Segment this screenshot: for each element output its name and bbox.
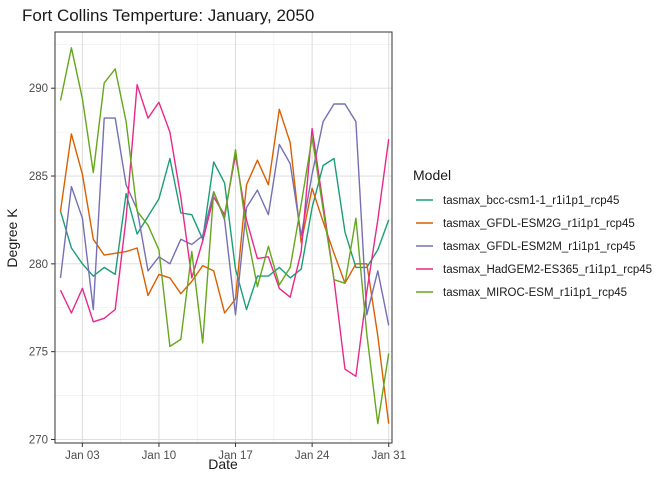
legend: Model tasmax_bcc-csm1-1_r1i1p1_rcp45tasm… — [413, 167, 652, 299]
series-line-tasmax_GFDL-ESM2G_r1i1p1_rcp45 — [59, 108, 390, 424]
chart-title: Fort Collins Temperture: January, 2050 — [22, 6, 314, 25]
series-line-tasmax_GFDL-ESM2M_r1i1p1_rcp45 — [59, 103, 390, 326]
series-lines — [59, 47, 390, 425]
y-axis-title: Degree K — [4, 208, 20, 268]
x-tick-label: Jan 03 — [65, 450, 100, 462]
legend-label: tasmax_bcc-csm1-1_r1i1p1_rcp45 — [443, 195, 619, 207]
x-tick-label: Jan 17 — [218, 450, 253, 462]
legend-items: tasmax_bcc-csm1-1_r1i1p1_rcp45 tasmax_GFD… — [416, 195, 652, 299]
x-tick-label: Jan 10 — [142, 450, 177, 462]
legend-label: tasmax_MIROC-ESM_r1i1p1_rcp45 — [443, 287, 627, 299]
legend-label: tasmax_GFDL-ESM2G_r1i1p1_rcp45 — [443, 218, 635, 230]
x-axis: Jan 03 Jan 10 Jan 17 Jan 24 Jan 31 — [65, 443, 406, 462]
y-axis: 270 275 280 285 290 — [29, 83, 55, 446]
y-tick-label: 270 — [29, 434, 48, 446]
x-axis-title: Date — [208, 456, 238, 472]
series-line-tasmax_HadGEM2-ES365_r1i1p1_rcp45 — [59, 83, 390, 377]
major-gridlines — [55, 32, 392, 443]
y-tick-label: 290 — [29, 83, 48, 95]
x-tick-label: Jan 31 — [371, 450, 406, 462]
y-tick-label: 280 — [29, 259, 48, 271]
series-line-tasmax_bcc-csm1-1_r1i1p1_rcp45 — [59, 157, 390, 311]
legend-label: tasmax_HadGEM2-ES365_r1i1p1_rcp45 — [443, 264, 652, 276]
y-tick-label: 285 — [29, 171, 48, 183]
minor-gridlines — [55, 32, 392, 443]
plot-panel — [54, 31, 393, 444]
x-tick-label: Jan 24 — [295, 450, 330, 462]
series-line-tasmax_MIROC-ESM_r1i1p1_rcp45 — [59, 47, 390, 425]
legend-label: tasmax_GFDL-ESM2M_r1i1p1_rcp45 — [443, 241, 635, 253]
legend-title: Model — [413, 167, 451, 183]
y-tick-label: 275 — [29, 347, 48, 359]
